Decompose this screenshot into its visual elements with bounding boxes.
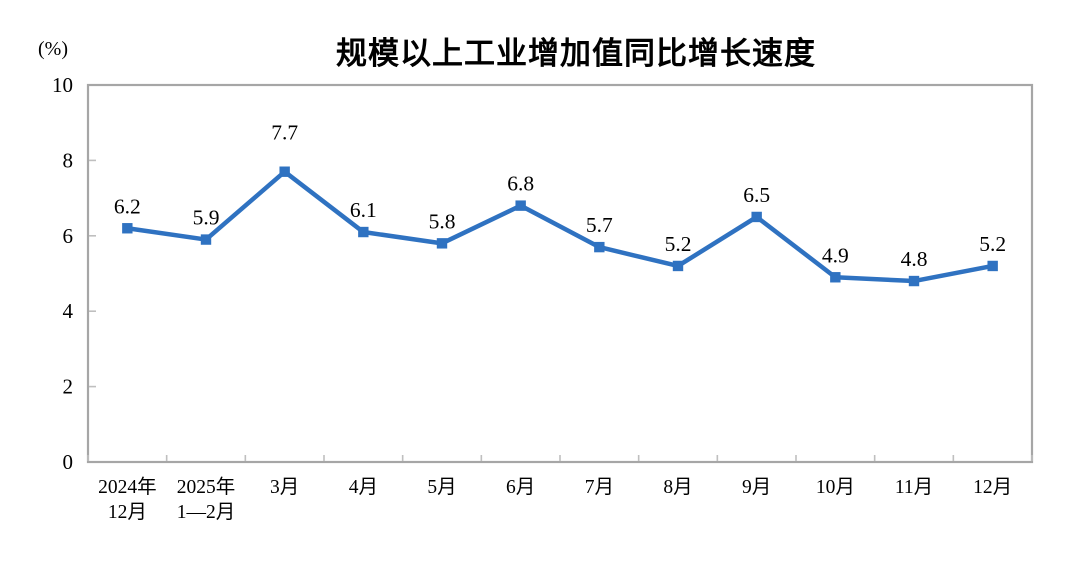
data-point-marker bbox=[751, 211, 762, 223]
data-point-marker bbox=[672, 260, 684, 272]
x-axis-category-label: 2024年 bbox=[98, 476, 157, 498]
y-axis-tick-label: 10 bbox=[52, 73, 73, 97]
x-axis-category-label: 9月 bbox=[742, 477, 771, 498]
data-point-marker bbox=[200, 234, 212, 245]
data-point-marker bbox=[987, 260, 998, 272]
data-point-label: 6.1 bbox=[350, 198, 377, 222]
data-point-marker bbox=[908, 275, 920, 287]
chart-title: 规模以上工业增加值同比增长速度 bbox=[336, 36, 816, 71]
plot-border bbox=[86, 83, 1034, 464]
data-point-label: 7.7 bbox=[271, 121, 298, 145]
x-axis-category-label: 8月 bbox=[663, 477, 692, 498]
x-axis-category-label: 11月 bbox=[895, 477, 933, 498]
x-axis-category-label: 12月 bbox=[108, 502, 147, 523]
data-point-label: 5.7 bbox=[586, 213, 613, 237]
data-line bbox=[125, 169, 995, 284]
x-axis-category-label: 4月 bbox=[349, 477, 378, 498]
y-axis-tick-label: 8 bbox=[63, 148, 74, 172]
data-point-marker bbox=[358, 226, 369, 238]
data-point-marker bbox=[830, 272, 841, 283]
data-point-marker bbox=[515, 200, 526, 211]
data-point-label: 5.8 bbox=[429, 209, 456, 233]
x-axis-category-label: 3月 bbox=[270, 477, 299, 498]
y-axis-tick-label: 2 bbox=[63, 375, 74, 399]
y-axis-tick-label: 4 bbox=[63, 299, 74, 323]
x-axis-category-label: 5月 bbox=[427, 477, 456, 498]
x-axis-category-label: 2025年 bbox=[177, 476, 236, 498]
x-axis-category-label: 6月 bbox=[506, 477, 535, 498]
data-point-label: 5.2 bbox=[665, 232, 692, 256]
data-point-label: 5.2 bbox=[979, 232, 1006, 256]
data-point-label: 6.5 bbox=[743, 183, 770, 207]
data-point-marker bbox=[436, 238, 448, 249]
data-point-label: 4.9 bbox=[822, 243, 849, 267]
data-point-label: 6.8 bbox=[507, 172, 534, 196]
data-point-marker bbox=[594, 241, 605, 253]
x-axis-category-label: 10月 bbox=[816, 477, 855, 498]
data-point-marker bbox=[122, 223, 133, 234]
data-point-label: 4.8 bbox=[901, 247, 928, 271]
y-axis-tick-label: 0 bbox=[63, 450, 74, 474]
data-point-label: 5.9 bbox=[193, 206, 220, 230]
x-axis-category-label: 12月 bbox=[973, 477, 1012, 498]
data-point-label: 6.2 bbox=[114, 194, 141, 218]
y-axis-tick-label: 6 bbox=[63, 224, 74, 248]
y-axis-unit-label: (%) bbox=[38, 38, 68, 60]
data-point-marker bbox=[279, 166, 290, 177]
x-axis-category-label: 1—2月 bbox=[177, 502, 236, 523]
x-axis-category-label: 7月 bbox=[585, 477, 614, 498]
